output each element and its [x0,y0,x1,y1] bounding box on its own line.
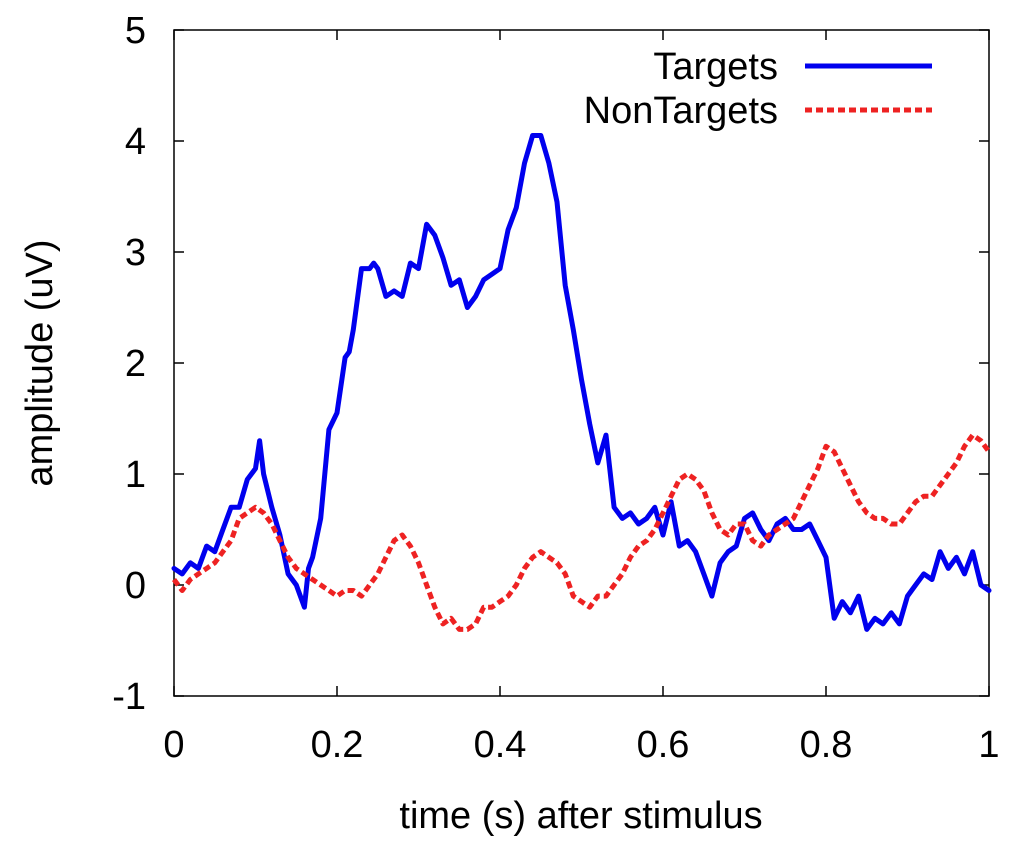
x-tick-label: 1 [978,724,999,766]
ticks: 0 0.2 0.4 0.6 0.8 1 -1 0 1 2 3 4 5 [112,10,999,766]
x-tick-label: 0 [163,724,184,766]
y-tick-label: 1 [125,454,146,496]
x-tick-label: 0.8 [800,724,853,766]
y-tick-label: 5 [125,10,146,52]
x-tick-label: 0.2 [311,724,364,766]
y-tick-label: 3 [125,232,146,274]
legend-label-nontargets: NonTargets [584,90,778,132]
y-axis-title: amplitude (uV) [19,239,61,486]
y-tick-label: -1 [112,676,146,718]
legend-label-targets: Targets [653,46,778,88]
x-tick-label: 0.4 [474,724,527,766]
series-line-nontargets [171,432,992,632]
plot-frame [173,29,990,697]
y-tick-label: 4 [125,121,146,163]
x-axis-title: time (s) after stimulus [399,795,762,837]
y-tick-label: 0 [125,565,146,607]
series-line-targets [171,133,992,632]
series-layer [171,133,992,632]
y-tick-label: 2 [125,343,146,385]
x-tick-label: 0.6 [637,724,690,766]
